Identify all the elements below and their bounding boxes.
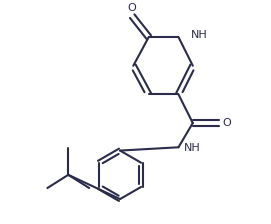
Text: O: O bbox=[222, 118, 231, 128]
Text: O: O bbox=[128, 3, 137, 13]
Text: NH: NH bbox=[191, 30, 207, 40]
Text: NH: NH bbox=[184, 143, 201, 153]
